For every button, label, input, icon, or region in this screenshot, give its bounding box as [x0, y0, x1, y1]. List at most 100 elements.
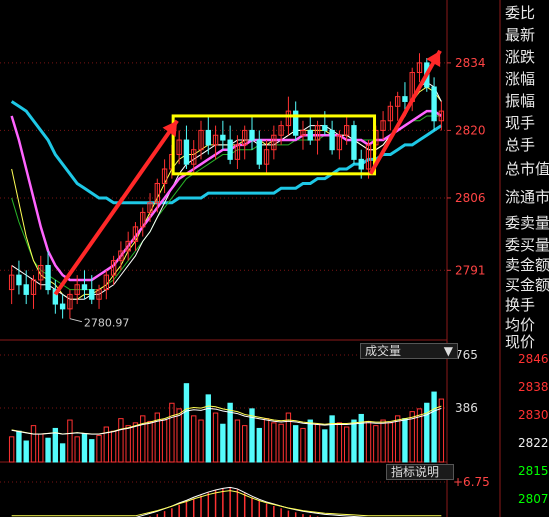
candle-body [16, 274, 22, 286]
volume-bar [263, 418, 270, 463]
volume-bar [176, 408, 182, 463]
volume-bar [52, 427, 59, 463]
volume-bar [336, 422, 343, 463]
volume-bar [314, 423, 321, 463]
candle-body [394, 96, 401, 107]
candle-body [81, 284, 88, 291]
indicator-histogram [11, 486, 442, 517]
candle-body [140, 211, 146, 228]
volume-bar [285, 412, 292, 463]
candle-body [96, 289, 102, 300]
candle-body [191, 149, 197, 165]
volume-bar [431, 391, 437, 463]
price-tick-label: 2806 [455, 191, 486, 205]
candle-body [118, 250, 124, 262]
candle-body [380, 120, 386, 131]
volume-bar [110, 430, 117, 463]
candle-body [336, 134, 343, 151]
moving-average-lines [10, 81, 443, 300]
candle-body [285, 110, 292, 127]
volume-bar [249, 408, 255, 463]
ma-white-line [11, 81, 442, 300]
candle-body [59, 303, 66, 310]
volume-bar [96, 434, 102, 463]
volume-bar [227, 402, 233, 463]
volume-bar [293, 425, 299, 463]
volume-bar [256, 427, 262, 463]
volume-button-label: 成交量 [365, 344, 402, 358]
uptrend-arrow-right [368, 49, 442, 175]
low-price-annotation: 2780.97 [84, 317, 129, 330]
volume-bar [30, 425, 37, 463]
candle-body [30, 279, 37, 295]
ladder-price: 2838 [518, 380, 549, 394]
price-tick-label: 2834 [455, 56, 486, 70]
candle-body [89, 289, 95, 300]
quote-field-label: 卖金额 [505, 256, 549, 274]
uptrend-arrow-left [53, 119, 179, 296]
volume-indicator-dropdown[interactable]: 成交量 ▼ [360, 343, 458, 359]
candle-body [125, 240, 131, 252]
candle-body [45, 264, 51, 291]
candle-body [365, 144, 372, 170]
quote-field-label: 涨幅 [505, 70, 536, 88]
volume-bar [380, 419, 386, 463]
candle-body [154, 182, 160, 204]
quote-field-label: 换手 [505, 296, 536, 314]
candle-body [263, 149, 270, 165]
indicator-tick-label: +6.75 [453, 475, 490, 489]
price-tick-label: 2820 [455, 123, 486, 137]
candle-body [67, 293, 73, 310]
ladder-price: 2815 [518, 464, 549, 478]
candle-body [103, 274, 110, 291]
pattern-annotations: 2780.97 [53, 49, 442, 330]
volume-tick-label: 765 [455, 348, 478, 362]
volume-bar [402, 418, 408, 463]
uptrend-arrow-left-shaft [53, 119, 179, 296]
volume-ma-line [11, 405, 442, 435]
candle-body [23, 284, 29, 295]
quote-field-label: 总手 [505, 136, 536, 154]
price-tick-label: 2791 [455, 263, 486, 277]
volume-bar [438, 398, 445, 463]
indicator-description-button[interactable]: 指标说明 [386, 464, 454, 480]
volume-bar [212, 412, 219, 463]
volume-bar [409, 411, 415, 463]
volume-bar [300, 427, 306, 463]
volume-bar [234, 419, 241, 463]
ma-long-line [10, 100, 443, 205]
candle-body [329, 129, 335, 151]
volume-bar [198, 419, 204, 463]
candle-body [242, 129, 248, 146]
volume-bar [387, 422, 394, 463]
volume-bar [125, 425, 131, 463]
quote-field-label: 最新 [505, 26, 536, 44]
volume-bar [8, 436, 15, 463]
volume-bar [118, 418, 124, 463]
volume-bar [191, 415, 197, 463]
candle-body [234, 144, 241, 160]
volume-bar [220, 423, 226, 463]
uptrend-arrow-right-head [426, 50, 441, 67]
quote-field-label: 现手 [505, 114, 536, 132]
chevron-down-icon: ▼ [443, 344, 453, 358]
candle-body [183, 139, 190, 165]
volume-bar [132, 422, 139, 463]
candle-body [110, 260, 117, 276]
candle-body [300, 129, 306, 136]
volume-tick-label: 386 [455, 401, 478, 415]
candle-body [198, 129, 204, 151]
volume-bar [394, 415, 401, 463]
candle-body [314, 125, 321, 141]
candle-body [271, 134, 277, 151]
volume-bar [74, 436, 80, 463]
quote-field-label: 委比 [505, 4, 536, 22]
candle-body [431, 86, 437, 122]
candle-body [52, 289, 59, 305]
low-annotation-pointer [69, 318, 83, 323]
candle-body [322, 125, 328, 131]
candle-body [147, 202, 153, 213]
candle-body [358, 158, 364, 170]
quote-field-label: 总市值 [505, 160, 549, 178]
